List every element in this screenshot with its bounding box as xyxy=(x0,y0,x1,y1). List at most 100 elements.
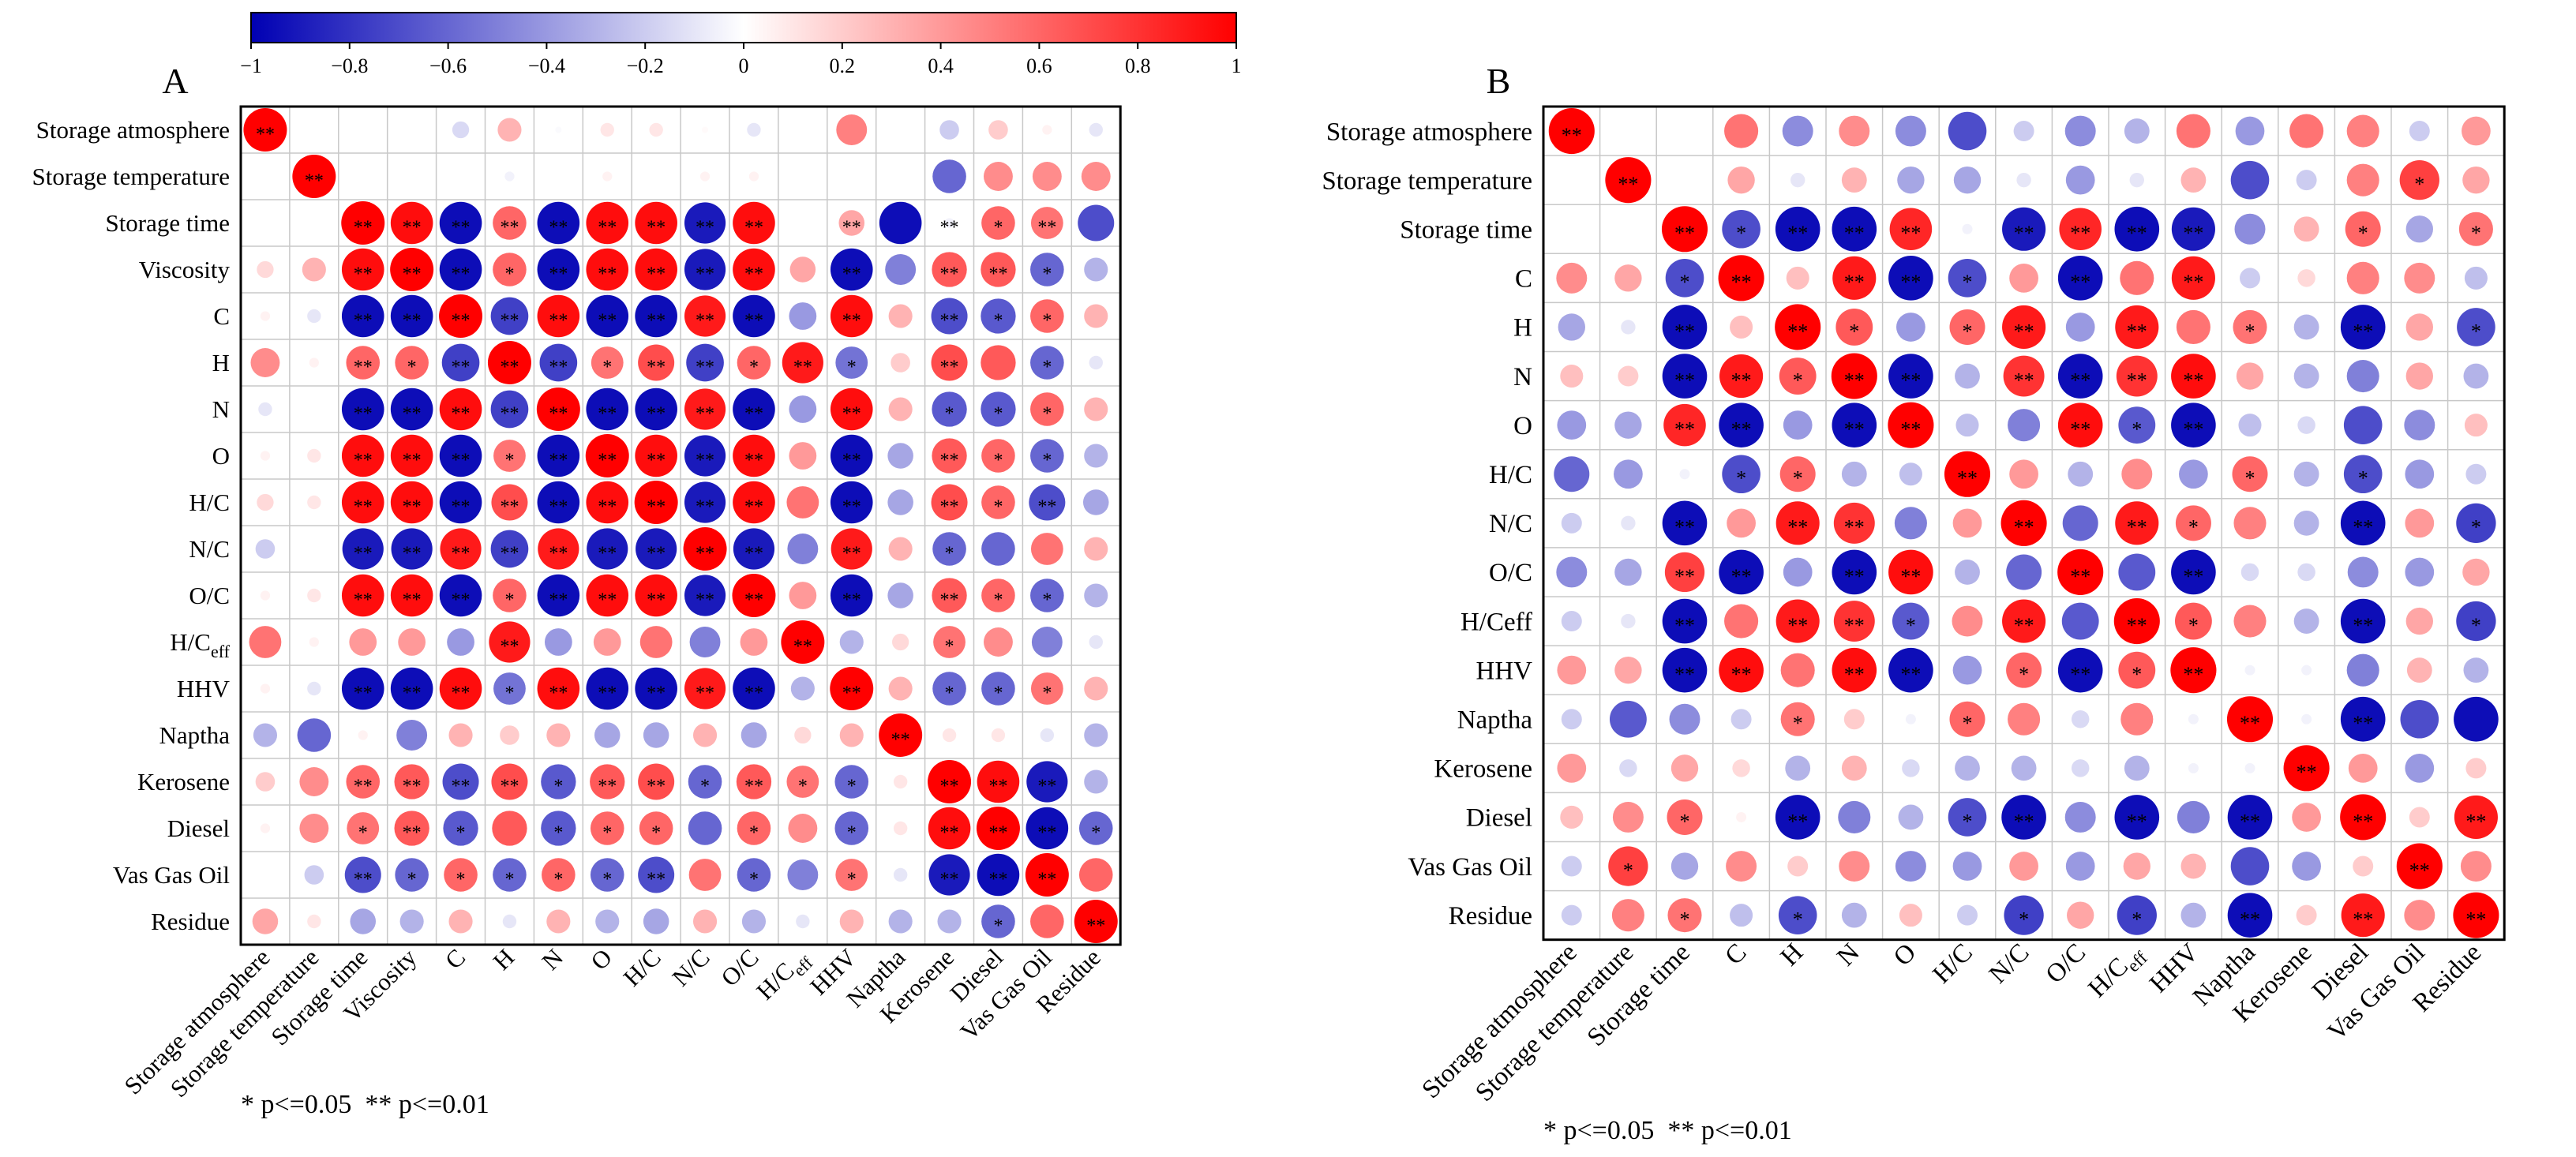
correlation-circle xyxy=(789,302,817,330)
correlation-circle xyxy=(2009,263,2038,293)
correlation-circle xyxy=(1614,656,1642,684)
significance-marker: ** xyxy=(940,218,959,238)
significance-marker: * xyxy=(1793,369,1803,391)
correlation-circle xyxy=(2057,403,2103,447)
correlation-circle xyxy=(893,774,908,789)
correlation-circle xyxy=(1612,801,1644,833)
significance-marker: ** xyxy=(940,264,959,285)
correlation-circle xyxy=(1719,549,1764,595)
significance-marker: ** xyxy=(647,311,666,331)
row-label: H/C xyxy=(1489,461,1532,489)
significance-marker: * xyxy=(553,870,563,890)
correlation-circle xyxy=(1556,262,1588,294)
correlation-circle xyxy=(249,626,282,658)
panel-a-frame xyxy=(239,105,1122,946)
correlation-circle xyxy=(1949,309,1985,345)
correlation-circle xyxy=(1084,304,1108,328)
correlation-circle xyxy=(497,118,522,142)
correlation-circle xyxy=(2465,463,2487,485)
correlation-circle xyxy=(255,539,276,559)
correlation-circle xyxy=(590,764,625,799)
significance-marker: ** xyxy=(1731,369,1752,391)
significance-marker: * xyxy=(945,637,954,657)
significance-marker: ** xyxy=(744,311,763,331)
correlation-circle xyxy=(537,667,580,710)
correlation-circle xyxy=(830,388,873,431)
correlation-circle xyxy=(396,720,428,751)
significance-marker: ** xyxy=(647,590,666,611)
correlation-circle xyxy=(684,202,726,244)
correlation-circle xyxy=(2171,403,2216,447)
significance-marker: ** xyxy=(647,544,666,564)
correlation-circle xyxy=(688,811,722,845)
correlation-circle xyxy=(2293,461,2319,487)
correlation-circle xyxy=(692,723,718,747)
colorbar-tick-label: 1 xyxy=(1232,54,1242,77)
significance-marker: * xyxy=(504,683,514,704)
significance-marker: ** xyxy=(403,497,422,518)
significance-marker: * xyxy=(1963,712,1973,735)
significance-marker: * xyxy=(2132,418,2142,441)
correlation-circle xyxy=(342,528,384,570)
significance-marker: ** xyxy=(2127,320,2147,343)
correlation-circle xyxy=(555,126,562,133)
correlation-circle xyxy=(307,448,321,463)
correlation-circle xyxy=(2340,794,2387,841)
correlation-circle xyxy=(1082,489,1109,515)
correlation-circle xyxy=(1894,507,1927,540)
significance-marker: ** xyxy=(403,404,422,425)
correlation-circle xyxy=(2292,803,2321,832)
correlation-circle xyxy=(2405,607,2433,635)
correlation-circle xyxy=(2296,170,2317,191)
correlation-circle xyxy=(341,201,385,245)
correlation-circle xyxy=(2462,166,2490,194)
significance-marker: ** xyxy=(696,590,714,611)
correlation-circle xyxy=(1888,354,1933,399)
panel-b-cells: **** *** * ** ** ** ** ** ** ** * ** ** ** ** * ** **** **… xyxy=(1548,108,2499,938)
row-label: C xyxy=(213,302,230,330)
correlation-circle xyxy=(1662,647,1708,693)
significance-marker: ** xyxy=(940,451,959,471)
correlation-circle xyxy=(1030,578,1064,612)
correlation-circle xyxy=(493,858,527,892)
correlation-circle xyxy=(1030,533,1063,565)
significance-marker: * xyxy=(2132,663,2142,686)
significance-marker: ** xyxy=(2070,565,2090,588)
correlation-circle xyxy=(2340,500,2386,546)
correlation-circle xyxy=(2114,206,2160,252)
correlation-circle xyxy=(2399,159,2439,200)
correlation-circle xyxy=(888,909,913,934)
row-label: O xyxy=(212,442,230,470)
correlation-circle xyxy=(341,574,384,617)
significance-marker: ** xyxy=(940,358,959,378)
correlation-circle xyxy=(1832,549,1877,595)
significance-marker: * xyxy=(749,823,759,844)
correlation-circle xyxy=(1775,304,1821,350)
correlation-circle xyxy=(939,120,959,140)
significance-marker: ** xyxy=(500,544,519,564)
correlation-circle xyxy=(2227,893,2273,938)
correlation-circle xyxy=(2456,503,2496,544)
significance-marker: ** xyxy=(1787,222,1808,245)
correlation-circle xyxy=(2240,268,2260,289)
significance-marker: ** xyxy=(2127,614,2147,637)
significance-marker: ** xyxy=(598,544,617,564)
correlation-circle xyxy=(2120,702,2154,736)
correlation-circle xyxy=(2463,363,2489,389)
colorbar-gradient xyxy=(250,12,1237,43)
correlation-circle xyxy=(1667,799,1703,835)
correlation-circle xyxy=(2297,416,2315,434)
row-label: H/Ceff xyxy=(1460,608,1532,636)
correlation-circle xyxy=(733,481,775,524)
significance-marker: * xyxy=(2471,320,2481,343)
correlation-circle xyxy=(1548,108,1595,155)
correlation-circle xyxy=(390,201,433,245)
row-label: N/C xyxy=(189,535,230,563)
row-label: H/C xyxy=(189,489,230,516)
column-label: C xyxy=(440,943,471,974)
row-label: Viscosity xyxy=(139,256,231,283)
correlation-circle xyxy=(504,171,515,182)
correlation-circle xyxy=(638,856,675,893)
correlation-circle xyxy=(1841,461,1867,487)
colorbar-tick-label: 0.2 xyxy=(830,54,856,77)
